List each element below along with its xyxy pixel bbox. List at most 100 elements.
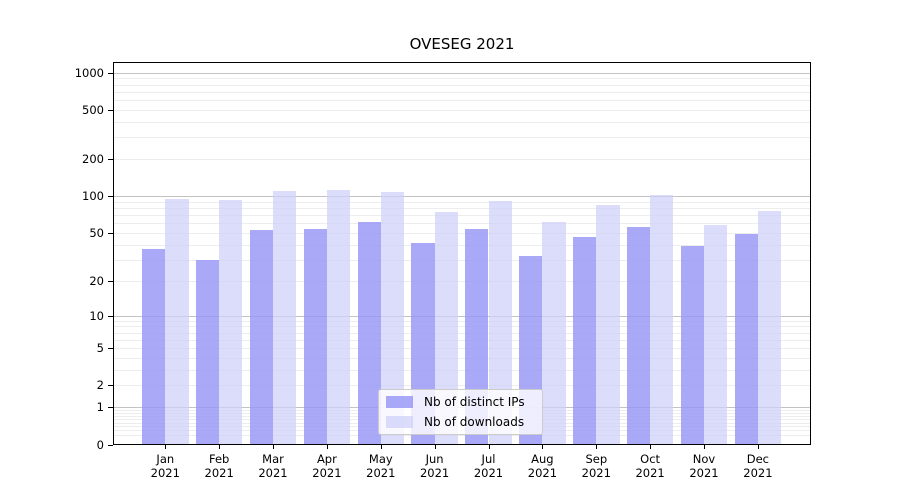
- x-tick-label-month: Nov: [692, 452, 716, 466]
- x-tick-mark: [434, 445, 436, 449]
- gridline: [114, 122, 810, 123]
- gridline: [114, 78, 810, 80]
- y-tick-label: 500: [82, 103, 104, 117]
- x-tick-label-month: Mar: [262, 452, 284, 466]
- bar-downloads-dec: [757, 210, 782, 444]
- x-tick-label-month: Jan: [156, 452, 175, 466]
- y-tick-mark: [108, 280, 113, 282]
- y-tick-label: 200: [82, 152, 104, 167]
- gridline: [114, 369, 810, 371]
- y-tick-label: 20: [89, 273, 104, 288]
- x-tick-label-month: Jun: [425, 452, 444, 466]
- legend-item-distinct-ips: Nb of distinct IPs: [386, 395, 542, 409]
- x-tick-label-year: 2021: [743, 466, 773, 480]
- gridline: [114, 137, 810, 139]
- gridline: [114, 315, 810, 317]
- x-tick-label-month: May: [368, 452, 393, 466]
- y-tick-mark: [108, 159, 113, 161]
- x-tick-label-year: 2021: [419, 466, 450, 480]
- gridline: [114, 84, 810, 86]
- bar-distinct-ips-sep: [573, 237, 597, 444]
- y-tick-label: 10: [89, 308, 104, 323]
- gridline: [114, 326, 810, 328]
- bar-downloads-jul: [488, 200, 512, 444]
- x-tick-mark: [596, 445, 598, 449]
- y-tick-label: 2: [96, 378, 104, 393]
- x-tick-label-year: 2021: [581, 466, 611, 480]
- legend-label-downloads: Nb of downloads: [424, 414, 525, 429]
- y-tick-label: 1000: [74, 65, 104, 80]
- x-tick-label-month: Sep: [585, 452, 608, 466]
- bar-downloads-jan: [165, 198, 189, 444]
- gridline: [114, 110, 810, 111]
- x-tick-mark: [542, 445, 544, 449]
- x-tick-mark: [757, 445, 759, 449]
- plot-area: [113, 62, 811, 445]
- bar-distinct-ips-oct: [626, 226, 651, 444]
- chart-title: OVESEG 2021: [409, 35, 515, 53]
- y-tick-label: 50: [89, 225, 104, 240]
- bar-downloads-aug: [542, 222, 566, 444]
- x-tick-mark: [219, 445, 221, 449]
- gridline: [114, 348, 810, 350]
- y-tick-mark: [108, 385, 113, 387]
- bar-distinct-ips-apr: [303, 228, 327, 444]
- legend-swatch-downloads: [386, 415, 413, 428]
- x-tick-mark: [273, 445, 274, 449]
- gridline: [114, 339, 810, 341]
- bar-distinct-ips-jan: [142, 248, 166, 444]
- gridline: [114, 385, 810, 387]
- bar-distinct-ips-mar: [249, 229, 273, 444]
- y-tick-label: 0: [96, 437, 104, 452]
- x-tick-label-month: Feb: [209, 452, 230, 466]
- y-tick-mark: [108, 232, 113, 234]
- gridline: [114, 259, 810, 261]
- x-tick-mark: [380, 445, 382, 449]
- legend-label-distinct-ips: Nb of distinct IPs: [424, 395, 525, 410]
- x-tick-label-month: Apr: [316, 452, 337, 466]
- gridline: [114, 215, 810, 217]
- x-tick-label-month: Aug: [531, 452, 554, 466]
- bar-downloads-sep: [596, 205, 620, 444]
- y-tick-mark: [108, 407, 113, 409]
- y-tick-mark: [108, 72, 113, 74]
- y-tick-mark: [108, 348, 113, 350]
- bar-downloads-nov: [704, 225, 728, 444]
- bar-distinct-ips-dec: [734, 234, 758, 444]
- bar-downloads-feb: [219, 199, 243, 444]
- gridline: [114, 232, 810, 234]
- legend: Nb of distinct IPs Nb of downloads: [378, 389, 543, 435]
- y-tick-mark: [108, 196, 113, 198]
- gridline: [114, 332, 810, 334]
- y-tick-label: 5: [96, 341, 104, 356]
- gridline: [114, 244, 810, 246]
- bar-downloads-mar: [273, 190, 297, 444]
- bar-downloads-jun: [434, 211, 458, 444]
- y-tick-label: 1: [96, 400, 104, 415]
- x-tick-label-month: Oct: [640, 452, 661, 466]
- gridline: [114, 196, 810, 198]
- bar-downloads-oct: [650, 195, 674, 444]
- bar-distinct-ips-may: [357, 221, 381, 444]
- bars-layer: [114, 63, 810, 444]
- gridline: [114, 208, 810, 209]
- x-tick-mark: [650, 445, 652, 449]
- x-tick-label-year: 2021: [689, 466, 719, 480]
- gridline: [114, 223, 810, 225]
- gridline: [114, 201, 810, 203]
- x-tick-mark: [704, 445, 705, 449]
- gridline: [114, 434, 810, 436]
- x-tick-label-year: 2021: [204, 466, 234, 480]
- legend-item-downloads: Nb of downloads: [386, 415, 542, 429]
- gridline: [114, 320, 810, 322]
- gridline: [114, 357, 810, 359]
- gridline: [114, 100, 810, 102]
- y-tick-mark: [108, 315, 113, 317]
- x-tick-label-month: Jul: [481, 452, 496, 466]
- legend-swatch-distinct-ips: [386, 396, 413, 409]
- bar-downloads-apr: [326, 189, 351, 444]
- x-tick-label-year: 2021: [312, 466, 342, 480]
- gridline: [114, 159, 810, 161]
- x-tick-mark: [488, 445, 490, 449]
